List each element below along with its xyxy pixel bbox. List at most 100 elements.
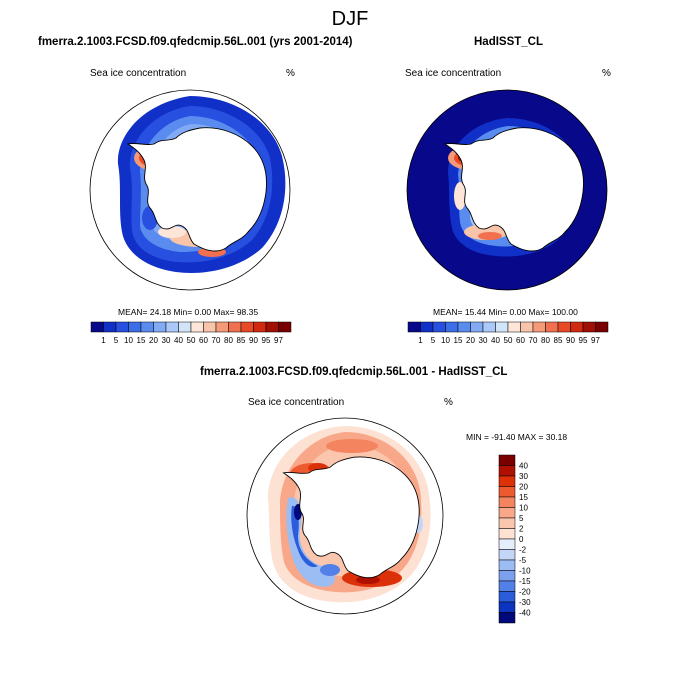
panel-3-colorbar-tick-label: 15: [519, 493, 528, 502]
panel-3-colorbar-swatch: [498, 591, 516, 603]
panel-3-colorbar-tick-label: -5: [519, 556, 527, 565]
panel-3-colorbar-swatch: [498, 559, 516, 571]
panel-3-colorbar-tick-label: -40: [519, 609, 531, 618]
panel-3-colorbar-tick-label: 5: [519, 514, 524, 523]
panel-3-variable-label: Sea ice concentration: [248, 397, 345, 408]
panel-2-colorbar-swatch: [570, 321, 584, 333]
panel-1-colorbar-swatch: [190, 321, 204, 333]
panel-3-colorbar-tick-label: 2: [519, 525, 524, 534]
panel-1-colorbar-tick-label: 90: [249, 336, 258, 345]
panel-3-map: [246, 417, 444, 615]
panel-1-colorbar-tick-label: 15: [137, 336, 146, 345]
panel-1-colorbar-swatch: [265, 321, 279, 333]
panel-3-colorbar-tick-label: -10: [519, 567, 531, 576]
panel-1-colorbar: 1 5 10 15 20 30 40 50 60 70 80 85 90 95 97: [90, 321, 292, 345]
panel-2-colorbar-tick-label: 95: [579, 336, 588, 345]
panel-2-colorbar-tick-label: 90: [566, 336, 575, 345]
panel-2-colorbar-swatch: [532, 321, 546, 333]
panel-2-colorbar: 1 5 10 15 20 30 40 50 60 70 80 85 90 95 97: [407, 321, 609, 345]
panel-2-colorbar-swatch: [495, 321, 509, 333]
panel-3-colorbar-tick-label: 10: [519, 504, 528, 513]
panel-1-colorbar-swatch: [165, 321, 179, 333]
panel-1-colorbar-tick-label: 5: [114, 336, 119, 345]
panel-2-colorbar-swatch: [482, 321, 496, 333]
panel-1-colorbar-tick-label: 80: [224, 336, 233, 345]
panel-3-title: fmerra.2.1003.FCSD.f09.qfedcmip.56L.001 …: [200, 366, 508, 378]
panel-3-colorbar-swatch: [498, 465, 516, 477]
panel-2-stats: MEAN= 15.44 Min= 0.00 Max= 100.00: [433, 307, 578, 317]
panel-1-colorbar-swatch: [140, 321, 154, 333]
panel-3-colorbar-swatch: [498, 601, 516, 613]
panel-2-colorbar-tick-label: 20: [466, 336, 475, 345]
panel-1-colorbar-swatch: [103, 321, 117, 333]
panel-2-colorbar-swatch: [445, 321, 459, 333]
panel-2-colorbar-swatch: [470, 321, 484, 333]
panel-2-colorbar-tick-label: 80: [541, 336, 550, 345]
panel-2-colorbar-swatch: [507, 321, 521, 333]
panel-3-colorbar-swatch: [498, 612, 516, 624]
panel-1-variable-label: Sea ice concentration: [90, 68, 187, 79]
panel-2-colorbar-tick-label: 40: [491, 336, 500, 345]
panel-2-colorbar-tick-label: 70: [529, 336, 538, 345]
panel-2-title: HadISST_CL: [474, 36, 544, 48]
panel-1-title: fmerra.2.1003.FCSD.f09.qfedcmip.56L.001 …: [38, 36, 353, 48]
panel-2-colorbar-tick-label: 10: [441, 336, 450, 345]
panel-1-colorbar-swatch: [240, 321, 254, 333]
panel-1-colorbar-swatch: [228, 321, 242, 333]
panel-2-map: [406, 89, 608, 291]
panel-1-colorbar-swatch: [153, 321, 167, 333]
panel-1-colorbar-swatch: [128, 321, 142, 333]
panel-2-colorbar-swatch: [545, 321, 559, 333]
panel-2-colorbar-swatch: [520, 321, 534, 333]
panel-3-colorbar-swatch: [498, 538, 516, 550]
panel-3-units-label: %: [444, 397, 453, 408]
panel-1-units-label: %: [286, 68, 295, 79]
panel-3-colorbar-tick-label: 20: [519, 483, 528, 492]
panel-1-colorbar-tick-label: 20: [149, 336, 158, 345]
panel-1-stats: MEAN= 24.18 Min= 0.00 Max= 98.35: [118, 307, 259, 317]
panel-2-colorbar-tick-label: 15: [454, 336, 463, 345]
panel-3-colorbar-swatch: [498, 517, 516, 529]
panel-2-colorbar-tick-label: 85: [554, 336, 563, 345]
panel-2-colorbar-swatch: [457, 321, 471, 333]
panel-3-colorbar-tick-label: -2: [519, 546, 527, 555]
panel-2-units-label: %: [602, 68, 611, 79]
panel-3-stats: MIN = -91.40 MAX = 30.18: [466, 432, 568, 442]
panel-1-colorbar-swatch: [278, 321, 292, 333]
panel-2-colorbar-swatch: [582, 321, 596, 333]
panel-3-colorbar-swatch: [498, 549, 516, 561]
panel-1-colorbar-tick-label: 60: [199, 336, 208, 345]
panel-2-variable-label: Sea ice concentration: [405, 68, 502, 79]
panel-1-colorbar-tick-label: 95: [262, 336, 271, 345]
page-title: DJF: [331, 8, 369, 30]
panel-1-colorbar-tick-label: 1: [101, 336, 106, 345]
panel-3-colorbar-swatch: [498, 507, 516, 519]
panel-3-colorbar-swatch: [498, 580, 516, 592]
panel-1-colorbar-tick-label: 30: [162, 336, 171, 345]
panel-3-colorbar-tick-label: 40: [519, 462, 528, 471]
panel-1-colorbar-swatch: [178, 321, 192, 333]
panel-2-colorbar-swatch: [420, 321, 434, 333]
panel-2-colorbar-swatch: [432, 321, 446, 333]
panel-3-colorbar-swatch: [498, 475, 516, 487]
panel-2-colorbar-tick-label: 50: [504, 336, 513, 345]
panel-3-colorbar-tick-label: -15: [519, 577, 531, 586]
panel-1-colorbar-swatch: [90, 321, 104, 333]
panel-3-colorbar-swatch: [498, 528, 516, 540]
panel-2-colorbar-swatch: [595, 321, 609, 333]
panel-2-colorbar-swatch: [557, 321, 571, 333]
panel-3-colorbar-swatch: [498, 486, 516, 498]
panel-1-colorbar-tick-label: 40: [174, 336, 183, 345]
panel-1-colorbar-tick-label: 85: [237, 336, 246, 345]
panel-2-colorbar-tick-label: 97: [591, 336, 600, 345]
panel-1-map: [89, 89, 291, 291]
panel-1-colorbar-swatch: [203, 321, 217, 333]
panel-2-colorbar-tick-label: 60: [516, 336, 525, 345]
panel-2-colorbar-tick-label: 30: [479, 336, 488, 345]
panel-2-colorbar-tick-label: 1: [418, 336, 423, 345]
panel-3-colorbar-swatch: [498, 496, 516, 508]
panel-1-colorbar-tick-label: 70: [212, 336, 221, 345]
panel-1-colorbar-swatch: [115, 321, 129, 333]
